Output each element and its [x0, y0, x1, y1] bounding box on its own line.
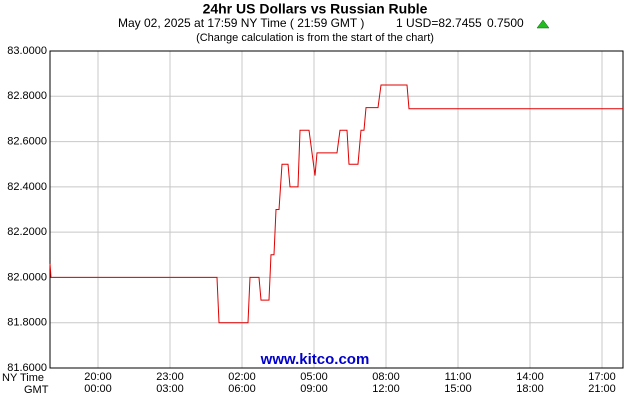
- x-tick-label: 17:00: [588, 371, 616, 383]
- x2-tick-label: 21:00: [588, 383, 616, 395]
- x2-tick-label: 12:00: [372, 383, 400, 395]
- price-line: [49, 84, 623, 324]
- x-tick-label: 05:00: [300, 371, 328, 383]
- x-tick-label: 11:00: [445, 371, 472, 383]
- quote: 1 USD=82.7455: [396, 16, 482, 30]
- chart-title: 24hr US Dollars vs Russian Ruble: [203, 1, 428, 17]
- x-tick-label: 02:00: [228, 371, 256, 383]
- x2-tick-label: 00:00: [84, 383, 112, 395]
- x2-tick-label: 18:00: [516, 383, 544, 395]
- x-axis-label: NY Time: [2, 372, 44, 384]
- y-tick-label: 82.2000: [7, 226, 47, 238]
- y-tick-label: 81.6000: [7, 362, 47, 374]
- x-tick-label: 20:00: [84, 371, 112, 383]
- x-tick-label: 23:00: [156, 371, 184, 383]
- note: (Change calculation is from the start of…: [196, 32, 434, 44]
- x2-tick-label: 06:00: [228, 383, 256, 395]
- x2-tick-label: 03:00: [156, 383, 184, 395]
- y-tick-label: 82.6000: [7, 135, 47, 147]
- x-tick-label: 14:00: [516, 371, 544, 383]
- plot-border: [49, 50, 624, 369]
- y-tick-label: 82.8000: [7, 90, 47, 102]
- change: 0.7500: [487, 16, 524, 30]
- x2-tick-label: 09:00: [300, 383, 328, 395]
- y-tick-label: 83.0000: [7, 45, 47, 57]
- y-tick-label: 82.0000: [7, 271, 47, 283]
- y-tick-label: 82.4000: [7, 181, 47, 193]
- up-arrow: [536, 19, 550, 29]
- x-tick-label: 08:00: [372, 371, 400, 383]
- x2-tick-label: 15:00: [444, 383, 472, 395]
- x2-axis-label: GMT: [24, 384, 49, 396]
- subtitle: May 02, 2025 at 17:59 NY Time ( 21:59 GM…: [118, 16, 364, 30]
- plot-area: [50, 51, 623, 368]
- y-tick-label: 81.8000: [7, 317, 47, 329]
- watermark: www.kitco.com: [260, 351, 370, 368]
